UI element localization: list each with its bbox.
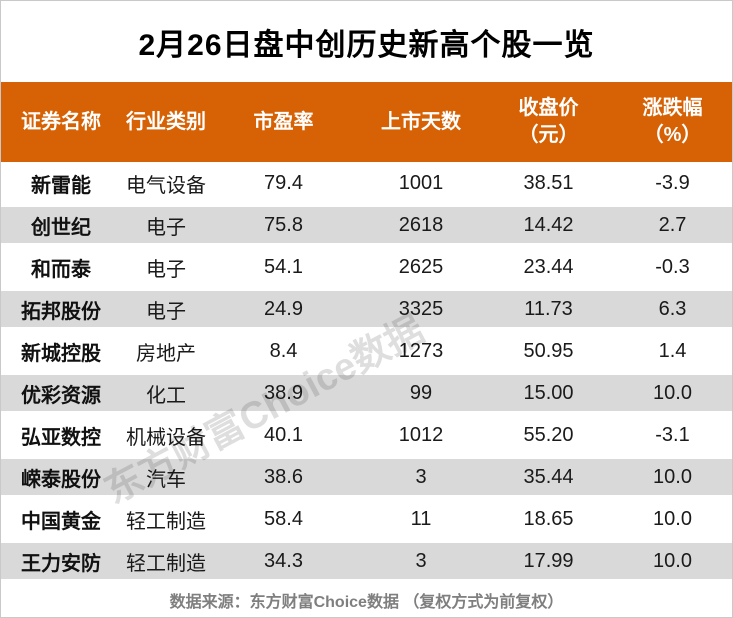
col-header-change-pct: 涨跌幅 （%） — [611, 82, 732, 162]
table-header: 证券名称 行业类别 市盈率 上市天数 收盘价 （元） — [1, 82, 732, 162]
stock-name-cell: 拓邦股份 — [1, 288, 121, 330]
listed-days-cell: 1012 — [356, 414, 486, 456]
listed-days-cell: 99 — [356, 372, 486, 414]
stock-name-cell: 优彩资源 — [1, 372, 121, 414]
table-row: 新雷能 电气设备 79.4 1001 38.51 -3.9 — [1, 162, 732, 204]
stock-name-cell: 新雷能 — [1, 162, 121, 204]
change-pct-cell: 6.3 — [611, 288, 732, 330]
table-row: 新城控股 房地产 8.4 1273 50.95 1.4 — [1, 330, 732, 372]
table-row: 弘亚数控 机械设备 40.1 1012 55.20 -3.1 — [1, 414, 732, 456]
listed-days-cell: 2625 — [356, 246, 486, 288]
change-pct-cell: 2.7 — [611, 204, 732, 246]
close-price-cell: 17.99 — [486, 540, 611, 582]
col-header-pe-ratio: 市盈率 — [211, 82, 356, 162]
pe-ratio-cell: 79.4 — [211, 162, 356, 204]
listed-days-cell: 2618 — [356, 204, 486, 246]
listed-days-cell: 11 — [356, 498, 486, 540]
change-pct-cell: -0.3 — [611, 246, 732, 288]
close-price-cell: 50.95 — [486, 330, 611, 372]
data-source-note: 数据来源：东方财富Choice数据 （复权方式为前复权） — [169, 593, 564, 611]
col-header-sub: （%） — [643, 124, 702, 146]
change-pct-cell: 10.0 — [611, 456, 732, 498]
pe-ratio-cell: 75.8 — [211, 204, 356, 246]
stock-name-cell: 王力安防 — [1, 540, 121, 582]
industry-cell: 电子 — [121, 246, 211, 288]
stock-table: 证券名称 行业类别 市盈率 上市天数 收盘价 （元） — [1, 82, 732, 582]
table-row: 王力安防 轻工制造 34.3 3 17.99 10.0 — [1, 540, 732, 582]
pe-ratio-cell: 24.9 — [211, 288, 356, 330]
pe-ratio-cell: 38.6 — [211, 456, 356, 498]
pe-ratio-cell: 8.4 — [211, 330, 356, 372]
close-price-cell: 23.44 — [486, 246, 611, 288]
table-row: 和而泰 电子 54.1 2625 23.44 -0.3 — [1, 246, 732, 288]
close-price-cell: 38.51 — [486, 162, 611, 204]
stock-name-cell: 新城控股 — [1, 330, 121, 372]
listed-days-cell: 3 — [356, 456, 486, 498]
stock-name-cell: 中国黄金 — [1, 498, 121, 540]
col-header-label: 市盈率 — [253, 110, 314, 133]
close-price-cell: 15.00 — [486, 372, 611, 414]
stock-name-cell: 嵘泰股份 — [1, 456, 121, 498]
col-header-label: 收盘价 — [518, 97, 579, 119]
stock-name-cell: 创世纪 — [1, 204, 121, 246]
listed-days-cell: 1273 — [356, 330, 486, 372]
industry-cell: 机械设备 — [121, 414, 211, 456]
change-pct-cell: 1.4 — [611, 330, 732, 372]
table-row: 优彩资源 化工 38.9 99 15.00 10.0 — [1, 372, 732, 414]
listed-days-cell: 1001 — [356, 162, 486, 204]
change-pct-cell: 10.0 — [611, 372, 732, 414]
table-row: 中国黄金 轻工制造 58.4 11 18.65 10.0 — [1, 498, 732, 540]
col-header-industry: 行业类别 — [121, 82, 211, 162]
pe-ratio-cell: 40.1 — [211, 414, 356, 456]
close-price-cell: 35.44 — [486, 456, 611, 498]
industry-cell: 轻工制造 — [121, 498, 211, 540]
table-row: 创世纪 电子 75.8 2618 14.42 2.7 — [1, 204, 732, 246]
col-header-listed-days: 上市天数 — [356, 82, 486, 162]
stock-name-cell: 弘亚数控 — [1, 414, 121, 456]
col-header-label: 证券名称 — [21, 110, 101, 133]
pe-ratio-cell: 34.3 — [211, 540, 356, 582]
industry-cell: 电子 — [121, 288, 211, 330]
industry-cell: 轻工制造 — [121, 540, 211, 582]
industry-cell: 汽车 — [121, 456, 211, 498]
change-pct-cell: -3.9 — [611, 162, 732, 204]
change-pct-cell: 10.0 — [611, 540, 732, 582]
industry-cell: 电子 — [121, 204, 211, 246]
pe-ratio-cell: 38.9 — [211, 372, 356, 414]
industry-cell: 电气设备 — [121, 162, 211, 204]
change-pct-cell: 10.0 — [611, 498, 732, 540]
change-pct-cell: -3.1 — [611, 414, 732, 456]
industry-cell: 化工 — [121, 372, 211, 414]
pe-ratio-cell: 54.1 — [211, 246, 356, 288]
table-body: 新雷能 电气设备 79.4 1001 38.51 -3.9 创世纪 电子 75.… — [1, 162, 732, 582]
col-header-label: 上市天数 — [381, 110, 461, 133]
close-price-cell: 14.42 — [486, 204, 611, 246]
listed-days-cell: 3 — [356, 540, 486, 582]
page-title: 2月26日盘中创历史新高个股一览 — [138, 28, 595, 62]
close-price-cell: 11.73 — [486, 288, 611, 330]
listed-days-cell: 3325 — [356, 288, 486, 330]
table-row: 拓邦股份 电子 24.9 3325 11.73 6.3 — [1, 288, 732, 330]
col-header-stock-name: 证券名称 — [1, 82, 121, 162]
header-row: 证券名称 行业类别 市盈率 上市天数 收盘价 （元） — [1, 82, 732, 162]
close-price-cell: 18.65 — [486, 498, 611, 540]
col-header-label: 涨跌幅 — [642, 97, 703, 119]
pe-ratio-cell: 58.4 — [211, 498, 356, 540]
col-header-sub: （元） — [518, 124, 579, 146]
col-header-label: 行业类别 — [126, 110, 206, 133]
table-row: 嵘泰股份 汽车 38.6 3 35.44 10.0 — [1, 456, 732, 498]
stock-name-cell: 和而泰 — [1, 246, 121, 288]
close-price-cell: 55.20 — [486, 414, 611, 456]
industry-cell: 房地产 — [121, 330, 211, 372]
col-header-close-price: 收盘价 （元） — [486, 82, 611, 162]
